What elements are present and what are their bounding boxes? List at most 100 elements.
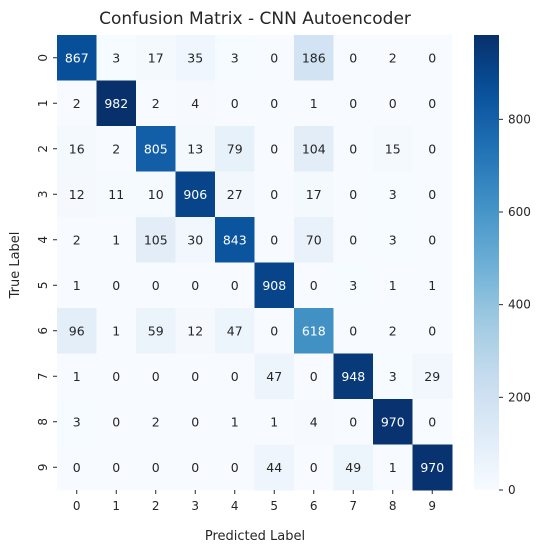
heatmap-cell-0-8 bbox=[373, 35, 413, 81]
cell-value-5-5: 908 bbox=[262, 278, 286, 293]
cell-value-8-9: 0 bbox=[428, 414, 436, 429]
heatmap-cell-8-1 bbox=[96, 399, 137, 445]
heatmap-cell-1-1 bbox=[96, 80, 137, 127]
cell-value-9-4: 0 bbox=[231, 460, 239, 475]
x-tick-label-8: 8 bbox=[389, 499, 397, 513]
y-tick-label-2: 2 bbox=[36, 145, 50, 153]
heatmap-cell-4-2 bbox=[136, 217, 176, 263]
heatmap-cell-1-8 bbox=[373, 80, 413, 127]
cell-value-1-4: 0 bbox=[231, 96, 239, 111]
cell-value-3-8: 3 bbox=[389, 187, 397, 202]
heatmap-cell-6-5 bbox=[254, 308, 295, 354]
colorbar-gradient bbox=[474, 35, 499, 490]
cell-value-7-2: 0 bbox=[152, 369, 160, 384]
y-tick-label-8: 8 bbox=[36, 418, 50, 426]
cell-value-7-6: 0 bbox=[310, 369, 318, 384]
heatmap-cell-7-7 bbox=[333, 353, 374, 400]
heatmap-cell-4-9 bbox=[412, 217, 453, 263]
cell-value-3-1: 11 bbox=[108, 187, 124, 202]
cell-value-0-2: 17 bbox=[148, 50, 164, 65]
cell-value-6-8: 2 bbox=[389, 323, 397, 338]
heatmap-cell-3-3 bbox=[175, 171, 216, 218]
heatmap-cell-9-9 bbox=[412, 444, 453, 491]
x-tick-label-5: 5 bbox=[270, 499, 278, 513]
heatmap-cell-6-0 bbox=[57, 308, 97, 354]
heatmap-cell-6-4 bbox=[215, 308, 255, 354]
cell-value-9-3: 0 bbox=[191, 460, 199, 475]
cell-value-3-6: 17 bbox=[306, 187, 322, 202]
colorbar-tick-label-1: 200 bbox=[508, 390, 531, 404]
heatmap-cell-7-0 bbox=[57, 353, 97, 400]
cell-value-6-2: 59 bbox=[148, 323, 164, 338]
cell-value-1-8: 0 bbox=[389, 96, 397, 111]
cell-value-5-8: 1 bbox=[389, 278, 397, 293]
cell-value-0-4: 3 bbox=[231, 50, 239, 65]
heatmap-cell-6-8 bbox=[373, 308, 413, 354]
cell-value-8-3: 0 bbox=[191, 414, 199, 429]
heatmap-cell-5-7 bbox=[333, 262, 374, 309]
heatmap-cell-2-1 bbox=[96, 126, 137, 172]
heatmap-cell-7-1 bbox=[96, 353, 137, 400]
cell-value-1-7: 0 bbox=[349, 96, 357, 111]
heatmap-cell-8-4 bbox=[215, 399, 255, 445]
x-axis-ticks: 0 1 2 3 4 5 6 7 8 9 bbox=[73, 490, 436, 513]
cell-value-2-0: 16 bbox=[69, 141, 85, 156]
heatmap-cell-2-7 bbox=[333, 126, 374, 172]
cell-value-5-3: 0 bbox=[191, 278, 199, 293]
heatmap-cell-0-5 bbox=[254, 35, 295, 81]
heatmap-cell-0-3 bbox=[175, 35, 216, 81]
heatmap-cell-1-7 bbox=[333, 80, 374, 127]
colorbar-tick-label-2: 400 bbox=[508, 298, 531, 312]
cell-value-6-5: 0 bbox=[270, 323, 278, 338]
y-tick-label-4: 4 bbox=[36, 236, 50, 244]
x-tick-label-6: 6 bbox=[310, 499, 318, 513]
cell-value-0-9: 0 bbox=[428, 50, 436, 65]
heatmap-cell-1-4 bbox=[215, 80, 255, 127]
cell-value-4-7: 0 bbox=[349, 232, 357, 247]
heatmap-cell-3-5 bbox=[254, 171, 295, 218]
heatmap-cell-2-5 bbox=[254, 126, 295, 172]
heatmap-cell-5-6 bbox=[294, 262, 334, 309]
colorbar-tick-label-3: 600 bbox=[508, 205, 531, 219]
colorbar: 0 200 400 600 800 bbox=[474, 35, 531, 497]
cell-value-4-3: 30 bbox=[187, 232, 203, 247]
heatmap-cell-1-5 bbox=[254, 80, 295, 127]
heatmap-cell-8-3 bbox=[175, 399, 216, 445]
heatmap-cell-6-3 bbox=[175, 308, 216, 354]
cell-value-9-5: 44 bbox=[266, 460, 282, 475]
heatmap-cell-4-4 bbox=[215, 217, 255, 263]
heatmap-cell-2-0 bbox=[57, 126, 97, 172]
heatmap-cell-4-0 bbox=[57, 217, 97, 263]
heatmap-cell-9-2 bbox=[136, 444, 176, 491]
cell-value-9-2: 0 bbox=[152, 460, 160, 475]
heatmap-cell-3-6 bbox=[294, 171, 334, 218]
cell-value-1-9: 0 bbox=[428, 96, 436, 111]
x-tick-label-3: 3 bbox=[191, 499, 199, 513]
x-tick-label-7: 7 bbox=[349, 499, 357, 513]
cell-value-6-3: 12 bbox=[187, 323, 203, 338]
cell-value-2-1: 2 bbox=[112, 141, 120, 156]
cell-value-9-9: 970 bbox=[420, 460, 444, 475]
heatmap-cell-7-8 bbox=[373, 353, 413, 400]
cell-value-8-2: 2 bbox=[152, 414, 160, 429]
cell-value-2-8: 15 bbox=[385, 141, 401, 156]
y-tick-label-7: 7 bbox=[36, 372, 50, 380]
cell-value-6-4: 47 bbox=[227, 323, 243, 338]
heatmap-cell-3-9 bbox=[412, 171, 453, 218]
y-tick-label-3: 3 bbox=[36, 190, 50, 198]
cell-value-1-3: 4 bbox=[191, 96, 199, 111]
heatmap-cell-2-6 bbox=[294, 126, 334, 172]
cell-value-2-2: 805 bbox=[144, 141, 168, 156]
heatmap-cells: 867 3 17 35 3 0 186 0 2 02 982 2 4 0 0 1 0 0 016 2 805 13 79 0 1… bbox=[57, 35, 453, 491]
cell-value-5-1: 0 bbox=[112, 278, 120, 293]
heatmap-cell-8-6 bbox=[294, 399, 334, 445]
cell-value-8-6: 4 bbox=[310, 414, 318, 429]
x-tick-label-0: 0 bbox=[73, 499, 81, 513]
heatmap-cell-5-8 bbox=[373, 262, 413, 309]
cell-value-5-2: 0 bbox=[152, 278, 160, 293]
cell-value-7-8: 3 bbox=[389, 369, 397, 384]
heatmap-cell-2-4 bbox=[215, 126, 255, 172]
cell-value-2-7: 0 bbox=[349, 141, 357, 156]
